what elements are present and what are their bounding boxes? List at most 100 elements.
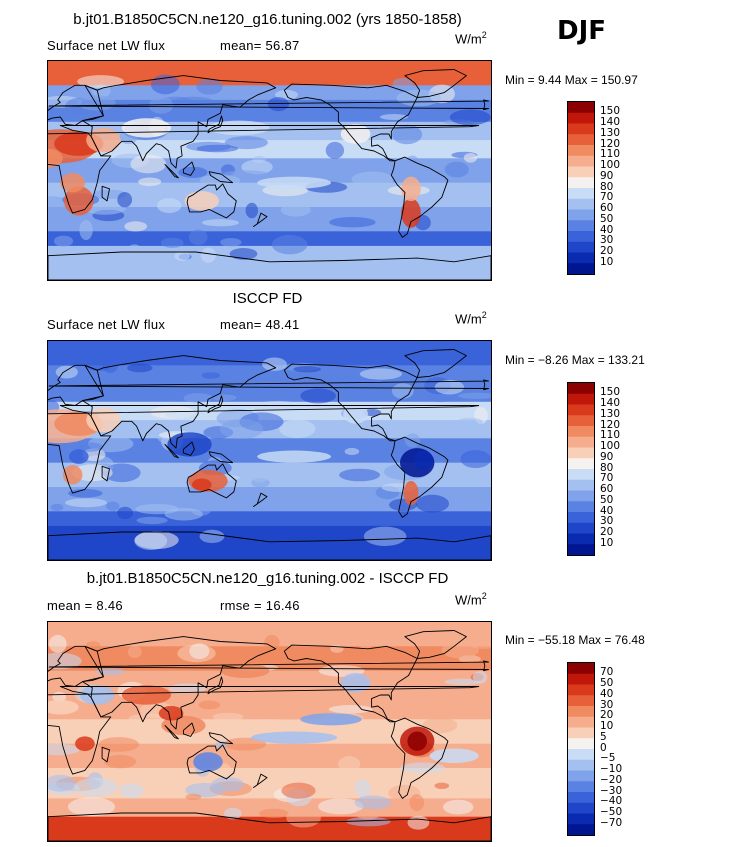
colorbar-swatch-6 xyxy=(568,727,594,739)
colorbar-swatch-4 xyxy=(568,426,594,438)
field-feature xyxy=(80,685,115,705)
field-patch xyxy=(442,690,480,704)
field-patch xyxy=(48,634,67,653)
field-patch xyxy=(74,777,118,797)
field-feature xyxy=(48,148,63,168)
colorbar-swatch-13 xyxy=(568,802,594,814)
colorbar-swatch-4 xyxy=(568,145,594,157)
colorbar-swatch-8 xyxy=(568,749,594,761)
colorbar-swatch-2 xyxy=(568,684,594,696)
field-patch xyxy=(434,782,450,789)
colorbar-swatch-5 xyxy=(568,716,594,728)
coastline-africa xyxy=(48,405,480,494)
field-patch xyxy=(67,797,116,817)
field-patch xyxy=(329,217,376,228)
field-patch xyxy=(224,807,242,820)
colorbar-swatch-0 xyxy=(568,383,594,395)
field-patch xyxy=(65,498,108,508)
coastline-namerica xyxy=(283,363,418,442)
coastline-seasia3 xyxy=(208,451,234,464)
panel-1-field-label: Surface net LW flux xyxy=(47,38,166,53)
field-patch xyxy=(72,464,113,482)
colorbar-swatch-1 xyxy=(568,393,594,405)
field-patch xyxy=(293,366,321,373)
field-patch xyxy=(199,174,241,187)
panel-2-title: ISCCP FD xyxy=(232,290,303,307)
field-feature xyxy=(86,407,121,433)
colorbar-label: 60 xyxy=(600,483,614,495)
field-patch xyxy=(124,221,148,232)
colorbar-swatch-6 xyxy=(568,447,594,459)
coastline-antarctic xyxy=(48,812,491,841)
colorbar-label: 130 xyxy=(600,126,621,139)
field-patch xyxy=(338,756,361,773)
coastline-seasia2 xyxy=(182,441,195,456)
field-patch xyxy=(130,154,167,174)
coastline-japan xyxy=(207,115,224,134)
colorbar-swatch-11 xyxy=(568,220,594,232)
field-patch xyxy=(223,737,267,751)
coastline-uk xyxy=(48,99,489,111)
coastline-samerica xyxy=(390,436,449,518)
field-patch xyxy=(136,516,168,525)
field-patch xyxy=(104,754,137,769)
field-feature xyxy=(257,176,331,189)
field-patch xyxy=(339,468,381,482)
coastline-madag xyxy=(101,185,110,202)
colorbar-label: 50 xyxy=(600,677,614,689)
field-patch xyxy=(50,503,64,511)
colorbar-label: 40 xyxy=(600,687,614,700)
colorbar-swatch-4 xyxy=(568,706,594,718)
field-patch xyxy=(160,237,184,248)
field-feature xyxy=(60,173,85,193)
field-band xyxy=(48,245,491,280)
field-patch xyxy=(392,78,413,89)
panel-3-rmse: rmse = 16.46 xyxy=(220,598,300,613)
field-patch xyxy=(199,529,225,543)
field-patch xyxy=(223,170,268,177)
colorbar-label: 70 xyxy=(600,191,614,204)
field-patch xyxy=(55,365,78,379)
colorbar-label: −70 xyxy=(600,816,623,829)
field-patch xyxy=(422,717,458,734)
field-feature xyxy=(401,198,421,228)
coastline-uk xyxy=(48,379,489,391)
colorbar-swatch-1 xyxy=(568,673,594,685)
field-patch xyxy=(127,363,153,373)
field-patch xyxy=(325,141,345,159)
coastline-japan xyxy=(207,395,224,414)
colorbar-label: 40 xyxy=(600,504,614,517)
field-patch xyxy=(344,447,360,456)
field-patch xyxy=(127,645,142,658)
field-patch xyxy=(478,495,491,504)
field-patch xyxy=(83,201,127,215)
field-patch xyxy=(188,229,208,246)
field-patch xyxy=(77,75,125,88)
colorbar-swatch-9 xyxy=(568,759,594,771)
field-feature xyxy=(75,736,95,751)
colorbar-swatch-2 xyxy=(568,404,594,416)
colorbar-label: 80 xyxy=(600,461,614,474)
field-patch xyxy=(168,683,207,694)
coastline-seasia1 xyxy=(164,724,179,740)
colorbar-label: 10 xyxy=(600,255,614,268)
field-patch xyxy=(429,392,454,403)
colorbar-label: 140 xyxy=(600,116,621,128)
colorbar-label: 70 xyxy=(600,666,614,679)
field-patch xyxy=(258,400,298,408)
field-patch xyxy=(117,506,134,519)
field-feature xyxy=(121,118,171,138)
panel-1-mean: mean= 56.87 xyxy=(220,38,300,53)
field-feature xyxy=(251,731,338,744)
field-patch xyxy=(85,641,101,649)
coastline-nz xyxy=(253,773,268,788)
field-patch xyxy=(214,740,228,749)
colorbar-label: 90 xyxy=(600,169,614,182)
field-patch xyxy=(444,161,469,178)
field-patch xyxy=(300,388,336,404)
coastline-antarctic xyxy=(48,531,491,560)
coastline-seasia2 xyxy=(182,161,195,176)
field-patch xyxy=(409,794,425,812)
colorbar-swatch-12 xyxy=(568,512,594,524)
field-patch xyxy=(224,136,268,150)
